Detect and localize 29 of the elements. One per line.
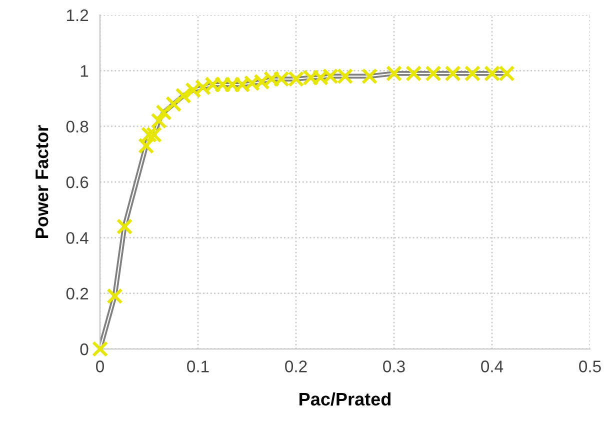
- x-tick-label: 0.1: [187, 360, 209, 372]
- x-tick-label: 0: [96, 360, 104, 372]
- y-tick-label: 0.2: [66, 288, 88, 300]
- point: [425, 65, 442, 82]
- x-tick-label: 0.5: [579, 360, 601, 372]
- y-tick-label: 0.4: [66, 232, 88, 244]
- point: [116, 218, 133, 235]
- y-tick-label: 0.6: [66, 176, 88, 188]
- point: [464, 65, 481, 82]
- y-tick-label: 1.2: [66, 9, 88, 22]
- y-tick-label: 0: [80, 343, 88, 356]
- x-axis-title: Pac/Prated: [300, 392, 390, 406]
- y-tick-label: 0.8: [66, 120, 88, 133]
- point: [156, 104, 172, 121]
- point: [138, 138, 154, 154]
- point: [150, 112, 167, 129]
- point: [175, 88, 192, 104]
- point: [165, 96, 182, 112]
- y-tick-label: 1: [80, 65, 88, 77]
- x-tick-label: 0.4: [481, 360, 504, 372]
- point: [444, 65, 461, 82]
- x-tick-label: 0.3: [383, 360, 405, 372]
- point: [405, 65, 422, 82]
- point: [361, 68, 378, 84]
- point: [106, 288, 123, 304]
- y-axis-title: Power Factor: [36, 125, 48, 238]
- point: [386, 65, 402, 82]
- point: [92, 340, 108, 358]
- x-tick-label: 0.2: [285, 360, 307, 372]
